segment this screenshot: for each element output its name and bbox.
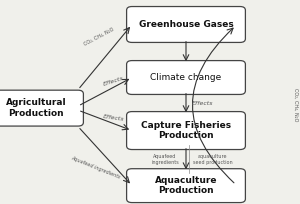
Text: Climate change: Climate change	[150, 73, 222, 82]
FancyBboxPatch shape	[0, 90, 83, 126]
Text: CO₂, CH₄, N₂O: CO₂, CH₄, N₂O	[83, 27, 115, 47]
Text: Aquaculture
Production: Aquaculture Production	[155, 176, 217, 195]
Text: Agricultural
Production: Agricultural Production	[6, 98, 66, 118]
Text: aquaculture
seed production: aquaculture seed production	[193, 154, 233, 164]
FancyBboxPatch shape	[127, 112, 245, 150]
Text: Effects: Effects	[192, 101, 214, 105]
Text: Aquafeed
ingredients: Aquafeed ingredients	[151, 154, 179, 164]
Text: Effects: Effects	[103, 114, 125, 122]
Text: Capture Fisheries
Production: Capture Fisheries Production	[141, 121, 231, 140]
FancyBboxPatch shape	[127, 61, 245, 94]
Text: CO₂, CH₄, N₂O: CO₂, CH₄, N₂O	[293, 88, 298, 122]
Text: Greenhouse Gases: Greenhouse Gases	[139, 20, 233, 29]
FancyBboxPatch shape	[127, 169, 245, 203]
Text: Aquafeed ingredients: Aquafeed ingredients	[71, 155, 121, 180]
FancyBboxPatch shape	[127, 7, 245, 42]
Text: Effects: Effects	[103, 76, 125, 87]
